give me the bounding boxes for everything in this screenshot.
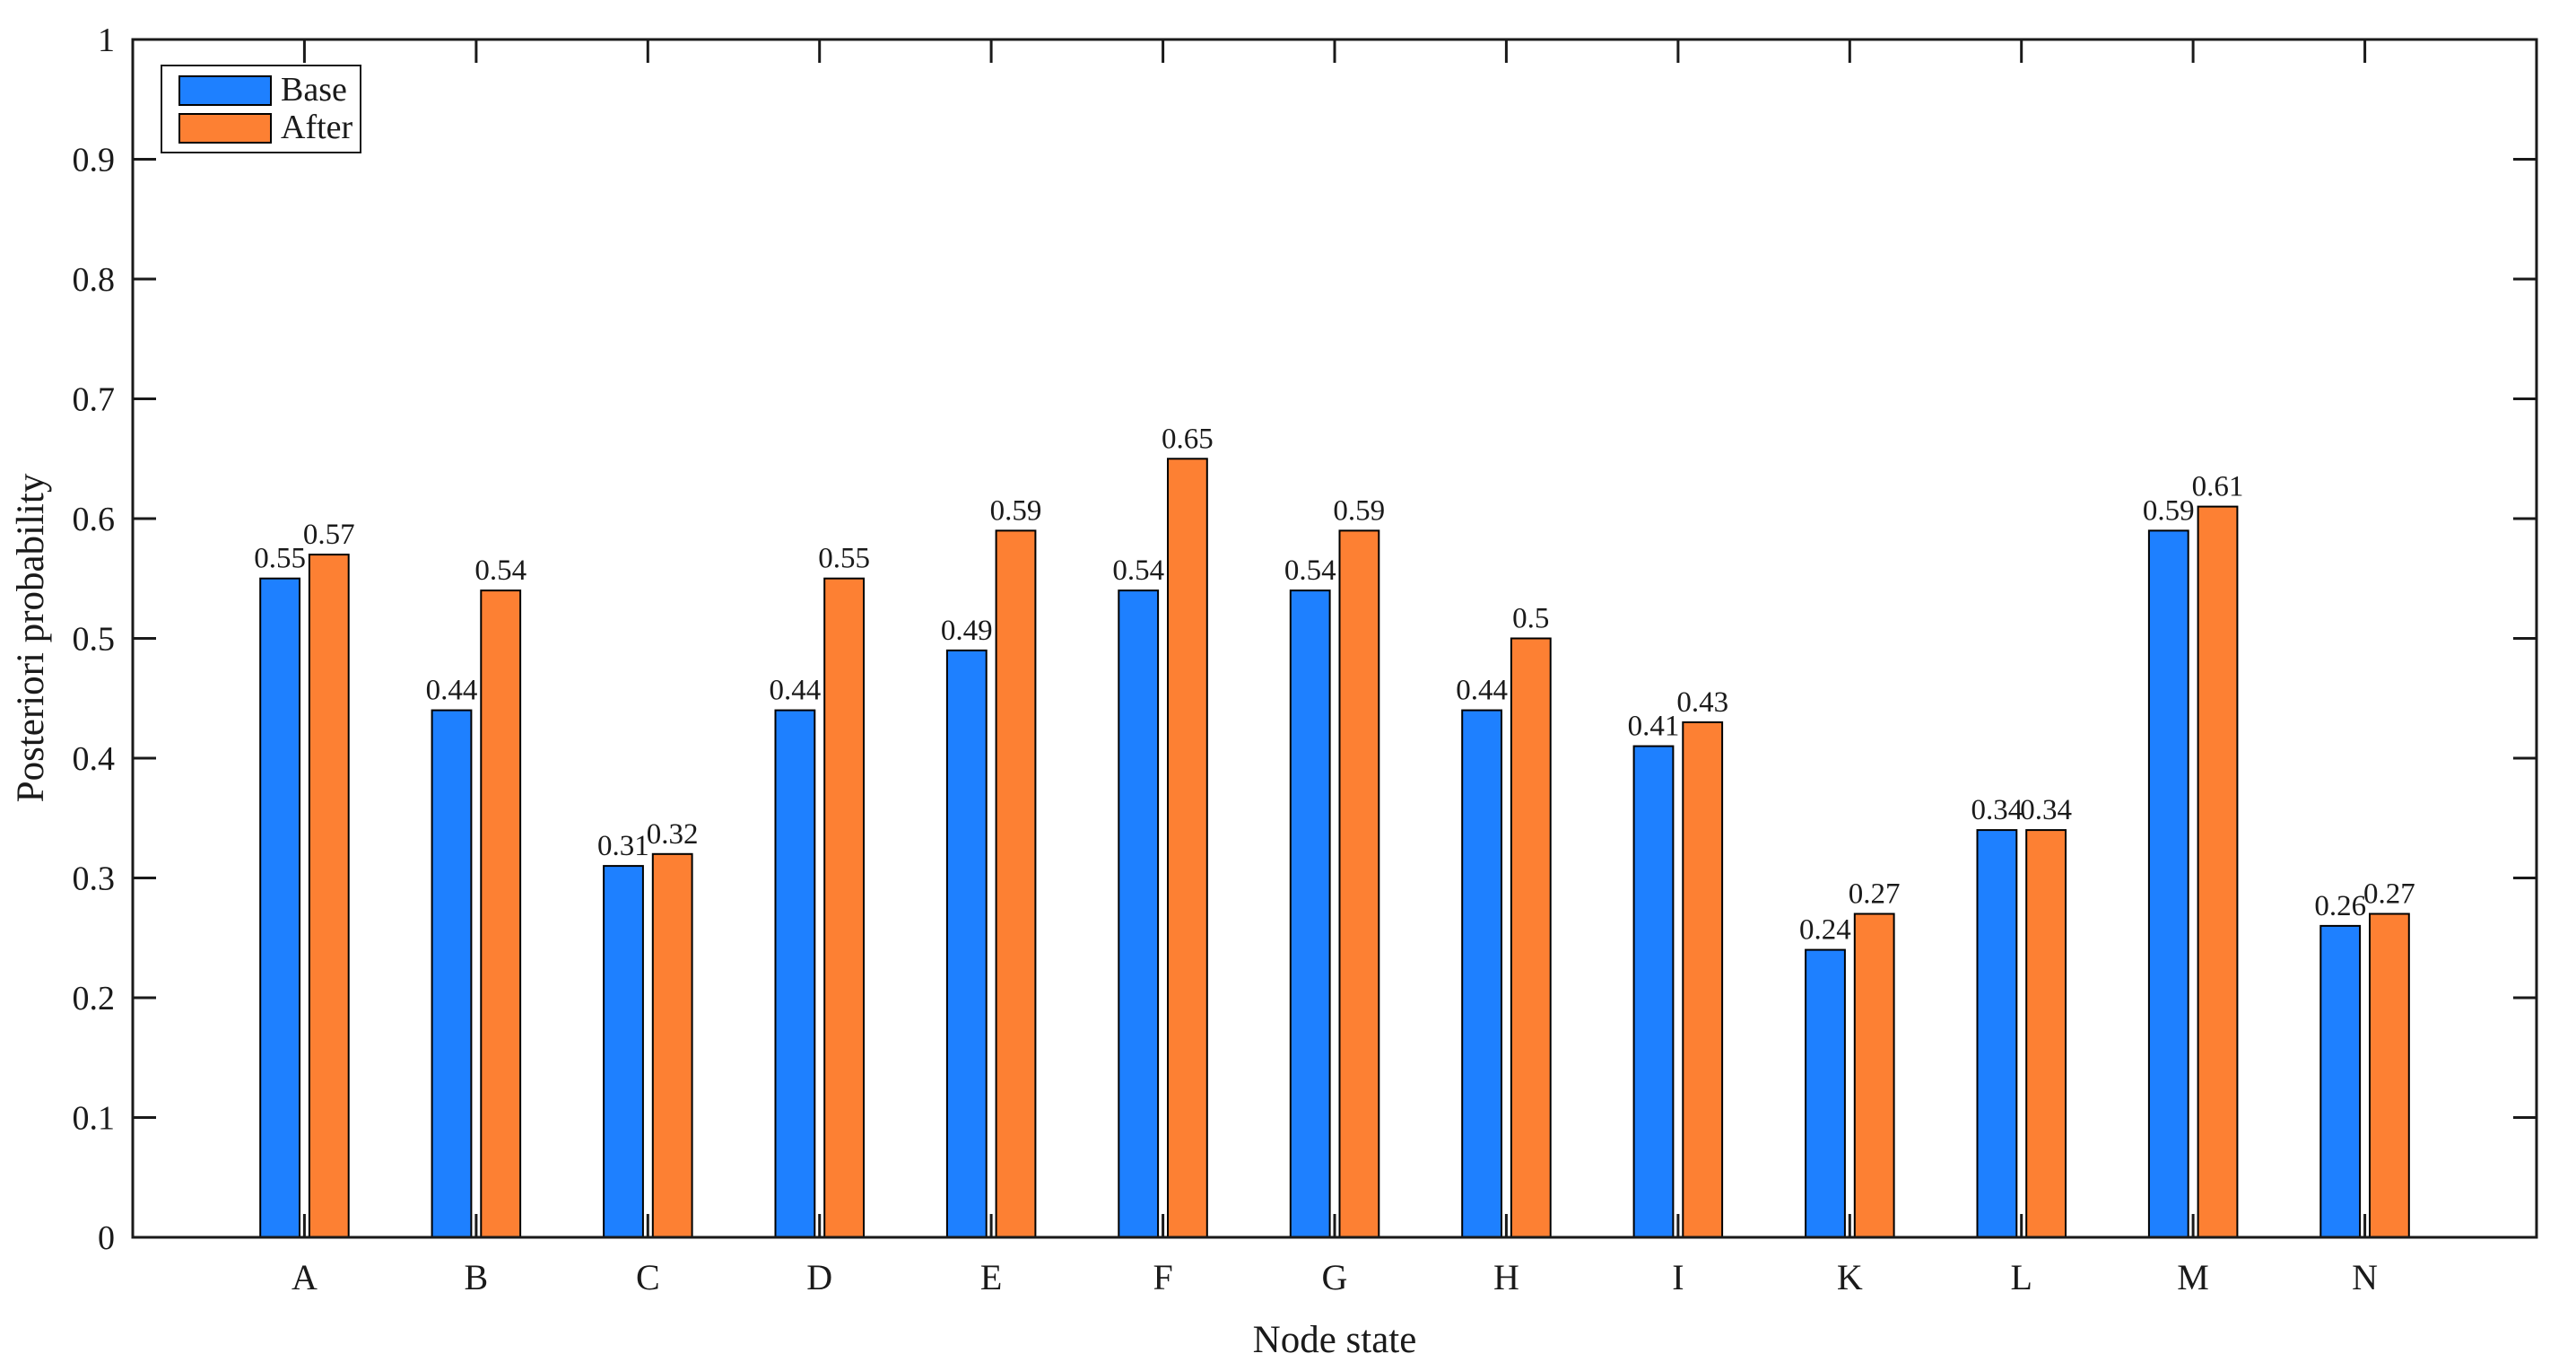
bar-value-label: 0.54 <box>1112 555 1164 587</box>
y-tick-label: 0.4 <box>73 740 116 778</box>
bar-after-G <box>1338 529 1380 1238</box>
bar-value-label: 0.5 <box>1512 603 1549 635</box>
bar-value-label: 0.43 <box>1676 686 1728 719</box>
bar-base-B <box>431 709 473 1238</box>
bar-base-M <box>2147 529 2189 1238</box>
bar-value-label: 0.57 <box>303 519 355 551</box>
y-tick-label: 0 <box>98 1219 115 1257</box>
bar-value-label: 0.59 <box>2143 494 2195 527</box>
bar-value-label: 0.55 <box>254 543 306 575</box>
bars-group <box>259 458 2410 1239</box>
bar-value-label: 0.59 <box>990 494 1042 527</box>
bar-value-label: 0.65 <box>1162 423 1214 455</box>
legend-label-after: After <box>281 109 353 146</box>
legend-swatch-after <box>178 113 272 144</box>
x-tick-label: H <box>1493 1257 1519 1297</box>
y-tick-label: 0.8 <box>73 261 116 299</box>
bar-value-label: 0.34 <box>2020 794 2072 826</box>
bar-after-M <box>2197 505 2239 1238</box>
bar-value-label: 0.34 <box>1971 794 2023 826</box>
bar-value-label: 0.59 <box>1333 494 1385 527</box>
legend-swatch-base <box>178 75 272 106</box>
x-tick-label: C <box>636 1257 660 1297</box>
y-tick-label: 0.2 <box>73 980 116 1017</box>
bar-after-F <box>1167 458 1208 1239</box>
bar-after-C <box>651 852 693 1238</box>
bar-base-G <box>1289 589 1331 1238</box>
x-axis-label: Node state <box>1253 1319 1417 1361</box>
bar-base-K <box>1805 948 1846 1238</box>
x-tick-label: I <box>1672 1257 1684 1297</box>
bar-base-C <box>603 865 644 1238</box>
y-tick-label: 0.3 <box>73 860 116 898</box>
y-tick-label: 0.6 <box>73 501 116 538</box>
x-tick-label: N <box>2352 1257 2378 1297</box>
x-tick-label: G <box>1322 1257 1348 1297</box>
bar-value-label: 0.44 <box>1456 675 1508 707</box>
bar-after-A <box>308 554 350 1238</box>
bar-after-H <box>1510 637 1552 1238</box>
x-tick-label: D <box>806 1257 832 1297</box>
bar-after-B <box>480 589 522 1238</box>
y-tick-label: 0.7 <box>73 381 116 419</box>
bar-value-label: 0.54 <box>1284 555 1336 587</box>
y-tick-label: 0.5 <box>73 621 116 659</box>
bar-value-label: 0.24 <box>1799 914 1851 947</box>
bar-value-labels-group: 0.55 0.44 0.31 0.44 0.49 0.54 0.54 0.44 0.41 0.24… <box>254 423 2415 946</box>
bar-value-label: 0.26 <box>2314 890 2366 922</box>
bar-base-D <box>774 709 816 1238</box>
bar-value-label: 0.44 <box>770 675 822 707</box>
bar-value-label: 0.55 <box>818 543 870 575</box>
bar-base-A <box>259 577 301 1238</box>
x-tick-label: E <box>980 1257 1002 1297</box>
x-tick-label: K <box>1837 1257 1863 1297</box>
bar-value-label: 0.32 <box>647 818 699 851</box>
x-tick-label: L <box>2010 1257 2032 1297</box>
bar-value-label: 0.31 <box>597 830 649 862</box>
bar-after-K <box>1853 913 1895 1238</box>
x-tick-label: A <box>292 1257 318 1297</box>
bar-base-F <box>1118 589 1160 1238</box>
bar-after-N <box>2369 913 2410 1238</box>
plot-frame <box>131 38 2538 1239</box>
axis-ticks-group <box>133 38 2537 1239</box>
bar-base-I <box>1632 745 1675 1238</box>
bar-after-I <box>1682 721 1724 1238</box>
bar-after-D <box>823 577 866 1238</box>
bar-value-label: 0.49 <box>941 615 993 647</box>
legend-label-base: Base <box>281 71 347 109</box>
bar-base-H <box>1461 709 1502 1238</box>
bar-value-label: 0.41 <box>1628 711 1680 743</box>
x-tick-label: F <box>1153 1257 1172 1297</box>
bar-value-label: 0.27 <box>1849 878 1901 911</box>
y-tick-label: 0.1 <box>73 1100 116 1138</box>
bar-base-E <box>945 649 988 1238</box>
bar-value-label: 0.27 <box>2363 878 2415 911</box>
bar-base-L <box>1976 829 2018 1238</box>
bar-after-L <box>2025 829 2067 1238</box>
bar-value-label: 0.44 <box>426 675 478 707</box>
y-tick-label: 1 <box>98 22 115 59</box>
y-axis-label: Posteriori probability <box>10 473 52 802</box>
bar-base-N <box>2319 924 2362 1239</box>
x-tick-label: M <box>2177 1257 2209 1297</box>
bar-after-E <box>995 529 1037 1238</box>
bar-value-label: 0.54 <box>474 555 527 587</box>
bar-value-label: 0.61 <box>2192 471 2244 503</box>
plot-frame-group <box>131 38 2538 1239</box>
y-tick-labels-group: 0 0.1 0.2 0.3 0.4 0.5 0.6 0.7 0.8 0.9 1 <box>73 22 116 1257</box>
x-tick-label: B <box>465 1257 489 1297</box>
y-tick-label: 0.9 <box>73 142 116 179</box>
